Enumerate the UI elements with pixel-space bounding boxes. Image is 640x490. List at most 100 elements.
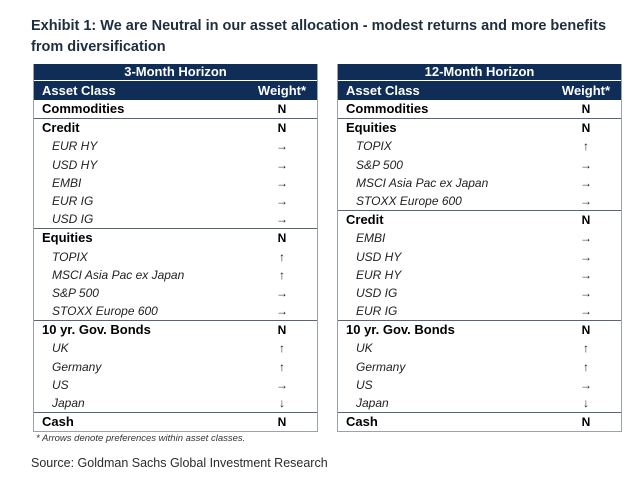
asset-row: US → — [34, 376, 317, 394]
asset-group-row: Equities N — [34, 228, 317, 247]
asset-group-row: 10 yr. Gov. Bonds N — [34, 320, 317, 339]
asset-row: Japan ↓ — [338, 394, 621, 412]
table-horizon-header: 12-Month Horizon — [338, 64, 621, 81]
preference-arrow-icon: → — [276, 304, 288, 319]
asset-name: UK — [356, 341, 373, 356]
asset-row: STOXX Europe 600 → — [338, 192, 621, 210]
asset-row: Germany ↑ — [338, 358, 621, 376]
asset-name: STOXX Europe 600 — [356, 193, 462, 208]
asset-group-name: 10 yr. Gov. Bonds — [346, 322, 455, 338]
asset-group-name: Cash — [42, 414, 74, 430]
asset-row: STOXX Europe 600 → — [34, 302, 317, 320]
asset-name: TOPIX — [52, 249, 88, 264]
asset-group-name: Equities — [346, 120, 397, 136]
preference-arrow-icon: → — [276, 175, 288, 190]
table-horizon-header: 3-Month Horizon — [34, 64, 317, 81]
asset-row: UK ↑ — [34, 339, 317, 357]
asset-row: EMBI → — [338, 229, 621, 247]
asset-name: EUR IG — [52, 193, 94, 208]
asset-group-row: 10 yr. Gov. Bonds N — [338, 320, 621, 339]
asset-row: S&P 500 → — [34, 284, 317, 302]
asset-row: USD IG → — [338, 284, 621, 302]
preference-arrow-icon: → — [580, 377, 592, 392]
asset-row: MSCI Asia Pac ex Japan → — [338, 174, 621, 192]
asset-name: Japan — [356, 396, 389, 410]
asset-group-weight: N — [277, 323, 287, 338]
asset-name: USD IG — [356, 285, 398, 300]
asset-name: UK — [52, 341, 69, 356]
asset-row: USD HY → — [338, 248, 621, 266]
table-body: Commodities N Credit N EUR HY → USD HY → EMBI → EU… — [34, 100, 317, 431]
asset-group-row: Credit N — [338, 210, 621, 229]
preference-arrow-icon: → — [580, 285, 592, 300]
asset-name: USD HY — [356, 249, 402, 264]
asset-group-name: 10 yr. Gov. Bonds — [42, 322, 151, 338]
asset-group-row: Cash N — [338, 412, 621, 431]
asset-group-weight: N — [581, 121, 591, 136]
asset-group-name: Equities — [42, 230, 93, 246]
asset-row: TOPIX ↑ — [34, 248, 317, 266]
asset-class-column-label: Asset Class — [42, 83, 116, 98]
asset-group-row: Cash N — [34, 412, 317, 431]
asset-name: STOXX Europe 600 — [52, 304, 158, 319]
asset-group-name: Credit — [42, 120, 80, 136]
asset-group-name: Credit — [346, 212, 384, 228]
weight-column-label: Weight* — [257, 83, 307, 98]
asset-row: UK ↑ — [338, 339, 621, 357]
asset-group-weight: N — [581, 415, 591, 430]
asset-name: MSCI Asia Pac ex Japan — [52, 267, 185, 282]
asset-name: Germany — [356, 359, 406, 374]
preference-arrow-icon: ↑ — [583, 341, 589, 356]
asset-group-weight: N — [277, 415, 287, 430]
asset-class-column-label: Asset Class — [346, 83, 420, 98]
preference-arrow-icon: → — [580, 304, 592, 319]
asset-name: MSCI Asia Pac ex Japan — [356, 175, 489, 190]
source-line: Source: Goldman Sachs Global Investment … — [31, 456, 328, 470]
preference-arrow-icon: → — [276, 377, 288, 392]
preference-arrow-icon: ↑ — [279, 267, 285, 282]
asset-group-weight: N — [277, 102, 287, 116]
preference-arrow-icon: ↑ — [279, 341, 285, 356]
preference-arrow-icon: ↑ — [583, 139, 589, 154]
preference-arrow-icon: → — [580, 231, 592, 246]
preference-arrow-icon: → — [276, 212, 288, 227]
preference-arrow-icon: ↓ — [583, 396, 589, 410]
asset-name: EUR IG — [356, 304, 398, 319]
asset-name: EUR HY — [356, 267, 402, 282]
asset-group-row: Credit N — [34, 118, 317, 137]
exhibit-title: Exhibit 1: We are Neutral in our asset a… — [31, 18, 607, 55]
asset-row: EUR IG → — [338, 302, 621, 320]
asset-name: S&P 500 — [52, 285, 99, 300]
asset-row: MSCI Asia Pac ex Japan ↑ — [34, 266, 317, 284]
asset-row: EMBI → — [34, 174, 317, 192]
asset-row: TOPIX ↑ — [338, 137, 621, 155]
asset-name: EUR HY — [52, 139, 98, 154]
asset-row: Japan ↓ — [34, 394, 317, 412]
asset-group-weight: N — [581, 213, 591, 228]
asset-group-row: Commodities N — [34, 100, 317, 118]
asset-row: Germany ↑ — [34, 358, 317, 376]
preference-arrow-icon: ↑ — [279, 359, 285, 374]
preference-arrow-icon: ↑ — [279, 249, 285, 264]
preference-arrow-icon: → — [276, 139, 288, 154]
preference-arrow-icon: → — [580, 193, 592, 208]
asset-group-name: Commodities — [42, 101, 125, 116]
asset-row: US → — [338, 376, 621, 394]
asset-row: USD HY → — [34, 156, 317, 174]
asset-row: S&P 500 → — [338, 156, 621, 174]
asset-row: EUR HY → — [338, 266, 621, 284]
asset-group-name: Cash — [346, 414, 378, 430]
asset-group-weight: N — [581, 323, 591, 338]
preference-arrow-icon: → — [276, 157, 288, 172]
preference-arrow-icon: → — [276, 193, 288, 208]
asset-name: Japan — [52, 396, 85, 410]
twelve-month-table: 12-Month Horizon Asset Class Weight* Com… — [337, 64, 622, 433]
asset-row: EUR HY → — [34, 137, 317, 155]
asset-group-weight: N — [277, 231, 287, 246]
asset-name: S&P 500 — [356, 157, 403, 172]
asset-name: TOPIX — [356, 139, 392, 154]
asset-row: EUR IG → — [34, 192, 317, 210]
preference-arrow-icon: → — [580, 157, 592, 172]
asset-row: USD IG → — [34, 210, 317, 228]
asset-group-weight: N — [277, 121, 287, 136]
